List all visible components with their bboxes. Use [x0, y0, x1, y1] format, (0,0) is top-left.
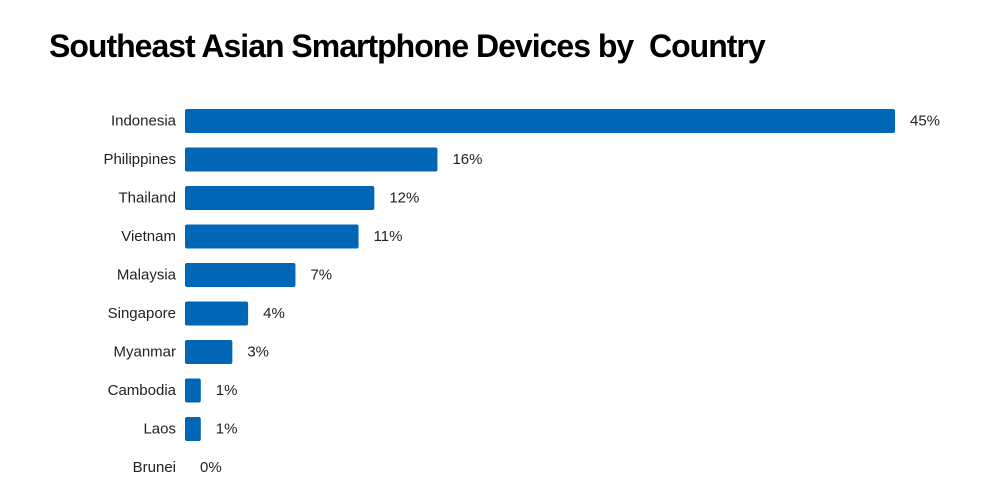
value-label: 1%	[216, 421, 238, 438]
category-label: Singapore	[108, 305, 176, 322]
bar	[185, 417, 201, 441]
bar	[185, 301, 249, 326]
value-label: 16%	[452, 151, 482, 168]
category-label: Myanmar	[113, 344, 176, 361]
bar	[185, 263, 296, 287]
value-label: 3%	[247, 344, 269, 361]
bar	[185, 378, 201, 403]
value-label: 12%	[389, 190, 419, 207]
bar	[185, 109, 895, 133]
bar	[185, 186, 375, 210]
bar	[185, 340, 233, 364]
category-label: Cambodia	[108, 382, 177, 399]
value-label: 1%	[216, 382, 238, 399]
category-label: Thailand	[118, 190, 176, 207]
value-label: 11%	[374, 228, 403, 245]
chart-title: Southeast Asian Smartphone Devices by Co…	[49, 28, 766, 64]
category-label: Brunei	[133, 459, 176, 476]
category-label: Malaysia	[117, 267, 177, 284]
category-label: Vietnam	[121, 228, 176, 245]
category-label: Laos	[143, 421, 176, 438]
bar	[185, 147, 438, 172]
category-label: Indonesia	[111, 113, 177, 130]
value-label: 4%	[263, 305, 285, 322]
bar	[185, 224, 359, 249]
value-label: 7%	[310, 267, 332, 284]
value-label: 0%	[200, 459, 222, 476]
value-label: 45%	[910, 113, 940, 130]
category-label: Philippines	[103, 151, 176, 168]
